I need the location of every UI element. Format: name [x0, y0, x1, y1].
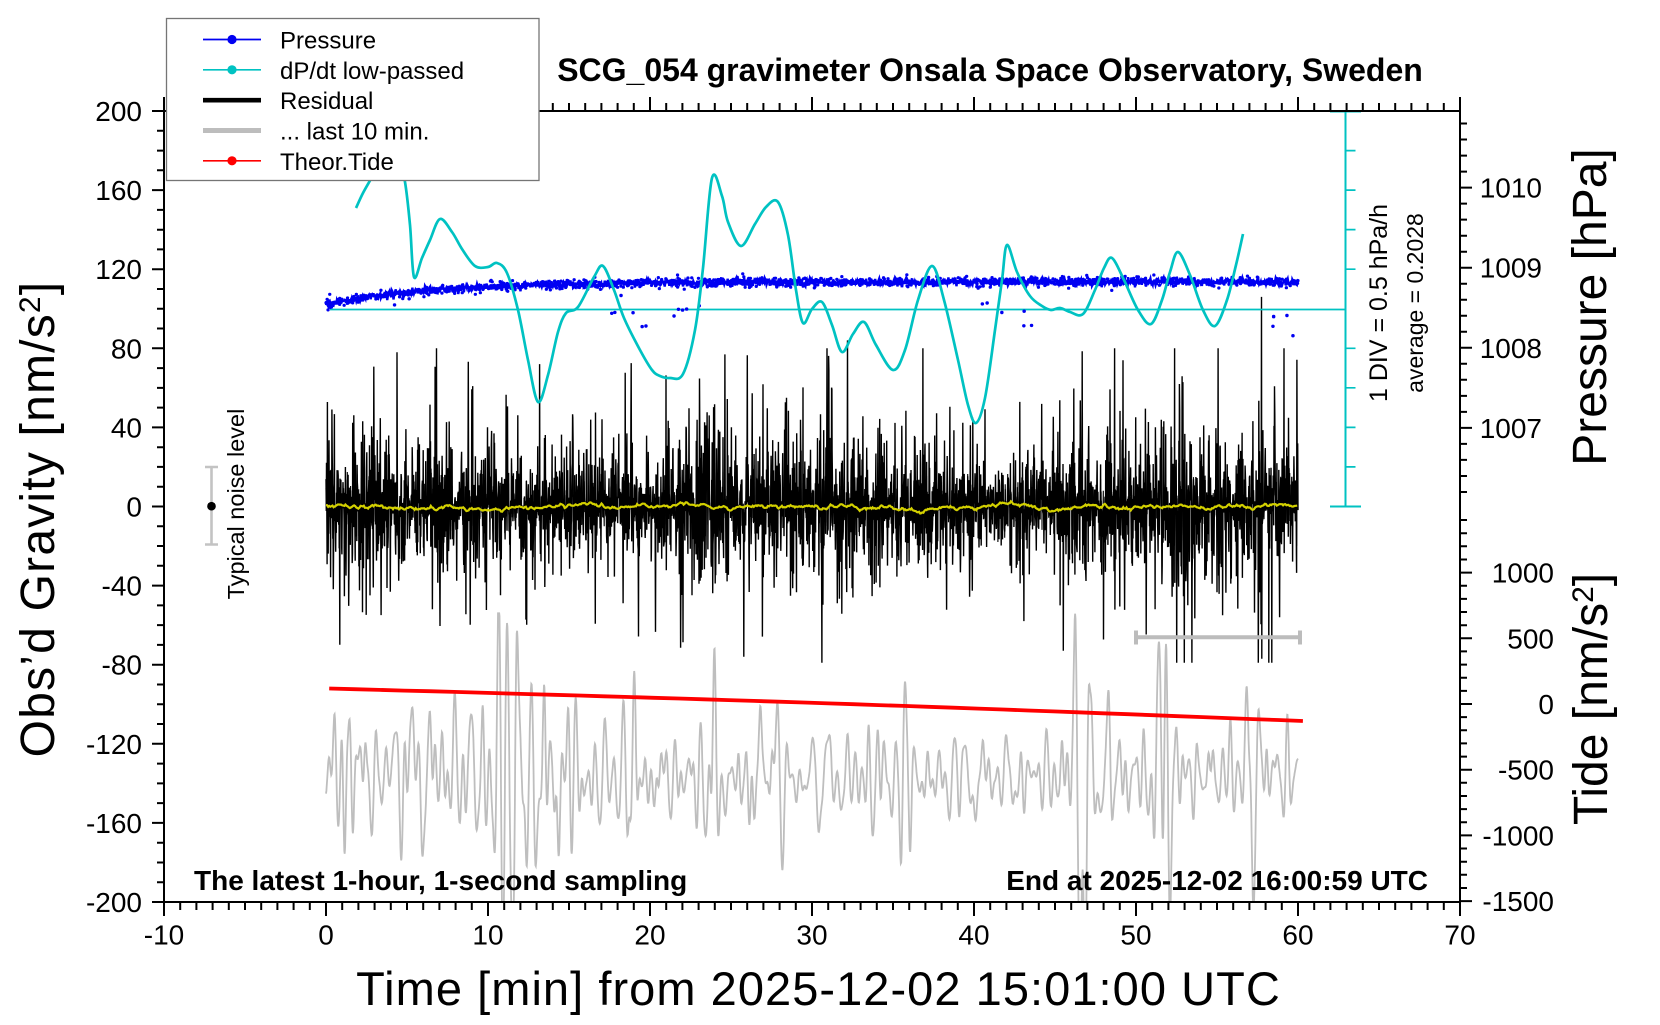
- svg-text:Obs’d Gravity [nm/s2]: Obs’d Gravity [nm/s2]: [12, 281, 65, 758]
- svg-text:-80: -80: [102, 650, 142, 681]
- svg-text:20: 20: [634, 920, 665, 951]
- svg-text:Pressure [hPa]: Pressure [hPa]: [1564, 148, 1617, 465]
- svg-text:... last 10 min.: ... last 10 min.: [280, 119, 429, 146]
- svg-text:Pressure: Pressure: [280, 28, 376, 55]
- svg-text:SCG_054 gravimeter Onsala Spac: SCG_054 gravimeter Onsala Space Observat…: [557, 52, 1423, 88]
- svg-text:-1000: -1000: [1482, 820, 1554, 851]
- svg-text:Residual: Residual: [280, 88, 373, 115]
- svg-text:1008: 1008: [1480, 333, 1542, 364]
- svg-text:Tide [nm/s2]: Tide [nm/s2]: [1565, 573, 1618, 825]
- svg-text:0: 0: [1538, 689, 1554, 720]
- svg-text:The latest 1-hour, 1-second sa: The latest 1-hour, 1-second sampling: [194, 865, 687, 896]
- svg-text:Time [min] from 2025-12-02 15:: Time [min] from 2025-12-02 15:01:00 UTC: [356, 962, 1281, 1015]
- svg-text:30: 30: [796, 920, 827, 951]
- svg-text:500: 500: [1507, 623, 1554, 654]
- svg-text:Theor.Tide: Theor.Tide: [280, 149, 394, 176]
- svg-text:40: 40: [111, 412, 142, 443]
- svg-text:80: 80: [111, 333, 142, 364]
- svg-text:70: 70: [1444, 920, 1475, 951]
- svg-text:0: 0: [318, 920, 334, 951]
- svg-text:End at 2025-12-02 16:00:59 UTC: End at 2025-12-02 16:00:59 UTC: [1006, 865, 1428, 896]
- svg-text:dP/dt low-passed: dP/dt low-passed: [280, 58, 464, 85]
- svg-text:-500: -500: [1498, 755, 1554, 786]
- svg-text:1009: 1009: [1480, 253, 1542, 284]
- svg-text:0: 0: [126, 492, 142, 523]
- svg-text:200: 200: [95, 96, 142, 127]
- svg-text:120: 120: [95, 254, 142, 285]
- svg-text:-10: -10: [144, 920, 184, 951]
- svg-text:-120: -120: [86, 729, 142, 760]
- svg-text:40: 40: [958, 920, 989, 951]
- svg-text:-200: -200: [86, 887, 142, 918]
- svg-text:1007: 1007: [1480, 413, 1542, 444]
- svg-text:average = 0.2028: average = 0.2028: [1402, 213, 1428, 393]
- svg-text:60: 60: [1282, 920, 1313, 951]
- svg-text:10: 10: [472, 920, 503, 951]
- svg-text:-160: -160: [86, 808, 142, 839]
- svg-text:Typical noise level: Typical noise level: [223, 409, 249, 600]
- svg-text:1010: 1010: [1480, 173, 1542, 204]
- svg-text:160: 160: [95, 175, 142, 206]
- svg-text:-1500: -1500: [1482, 886, 1554, 917]
- svg-text:1 DIV = 0.5 hPa/h: 1 DIV = 0.5 hPa/h: [1365, 204, 1393, 402]
- svg-text:1000: 1000: [1492, 558, 1554, 589]
- svg-text:-40: -40: [102, 571, 142, 602]
- svg-text:50: 50: [1120, 920, 1151, 951]
